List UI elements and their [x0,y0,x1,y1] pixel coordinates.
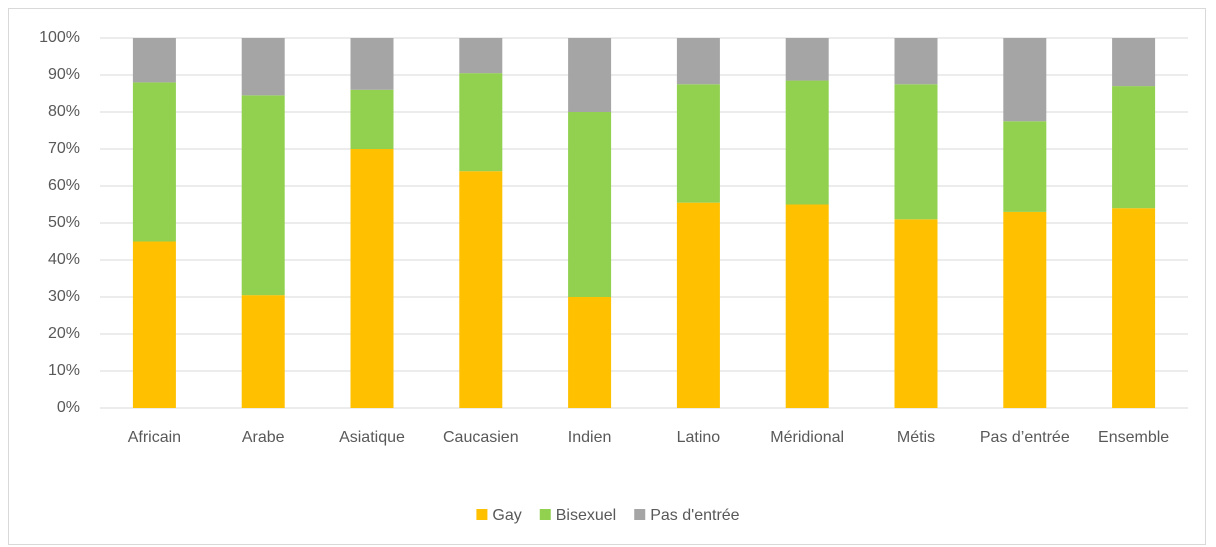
bar-segment [1112,38,1156,87]
y-tick-label: 70% [48,140,80,157]
bar-segment [459,38,503,74]
bar-segment [676,202,720,408]
y-tick-label: 30% [48,288,80,305]
x-tick-label: Pas d’entrée [979,429,1070,446]
legend-swatch [476,509,488,520]
x-tick-label: Méridional [770,429,845,446]
bar-segment [785,80,829,205]
bar-segment [132,241,176,408]
legend-label: Gay [492,507,521,524]
y-tick-label: 0% [57,399,80,416]
bar-segment [676,84,720,203]
legend-label: Bisexuel [556,507,616,524]
bar-segment [1003,211,1047,408]
bar-segment [241,95,285,296]
bar-segment [894,38,938,85]
bar-segment [676,38,720,85]
x-tick-label: Indien [567,429,612,446]
bar-segment [1003,121,1047,212]
bar-segment [785,204,829,408]
y-tick-label: 20% [48,325,80,342]
chart-border [8,8,1206,545]
bar-segment [894,219,938,408]
y-tick-label: 60% [48,177,80,194]
bar-segment [785,38,829,81]
y-tick-label: 100% [39,29,80,46]
bar-segment [1112,86,1156,209]
bar-segment [568,297,612,408]
x-tick-label: Africain [127,429,182,446]
bar-segment [350,89,394,149]
bar-segment [241,38,285,96]
x-tick-label: Arabe [241,429,285,446]
x-tick-label: Ensemble [1098,429,1170,446]
bar-segment [894,84,938,220]
y-tick-label: 10% [48,362,80,379]
bar-segment [350,149,394,408]
bar-segment [1112,208,1156,408]
bar-segment [1003,38,1047,122]
x-tick-label: Asiatique [339,429,405,446]
legend-swatch [634,509,646,520]
legend-swatch [539,509,551,520]
x-tick-label: Latino [676,429,721,446]
bar-segment [132,38,176,83]
bar-segment [459,73,503,172]
y-tick-label: 90% [48,66,80,83]
legend-label: Pas d'entrée [650,507,739,524]
y-tick-label: 50% [48,214,80,231]
y-tick-label: 80% [48,103,80,120]
bar-segment [568,112,612,297]
x-tick-label: Caucasien [442,429,519,446]
y-tick-label: 40% [48,251,80,268]
bar-segment [241,295,285,408]
x-tick-label: Métis [896,429,936,446]
bar-segment [350,38,394,90]
bar-segment [568,38,612,112]
bar-segment [459,171,503,408]
bar-segment [132,82,176,242]
